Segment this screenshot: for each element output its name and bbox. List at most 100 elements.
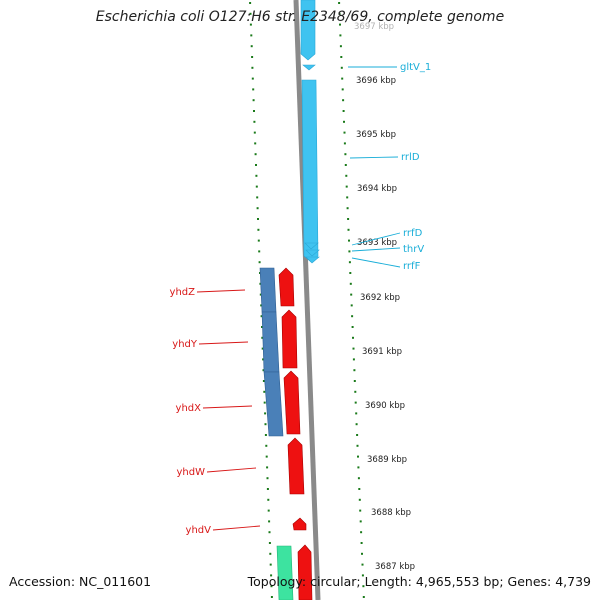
right-track-tick	[353, 369, 356, 372]
right-track-tick	[340, 66, 343, 69]
right-track-tick	[354, 390, 357, 393]
left-track-tick	[268, 531, 271, 534]
cds-features	[278, 267, 313, 600]
right-track-tick	[360, 542, 363, 544]
left-track-tick	[254, 153, 257, 156]
gene-label-yhdV: yhdV	[186, 525, 212, 536]
left-tick-track	[249, 2, 273, 598]
cds-feature-yhdV	[292, 517, 307, 531]
leader-line-yhdW	[206, 467, 257, 473]
right-track-tick	[355, 423, 358, 426]
operon-block-1	[259, 267, 277, 313]
right-track-tick	[339, 23, 341, 26]
left-track-tick	[261, 336, 264, 339]
right-track-tick	[352, 358, 355, 361]
scale-label: 3688 kbp	[371, 508, 411, 518]
right-track-tick	[351, 326, 354, 328]
left-track-tick	[258, 261, 261, 264]
rna-label-thrV: thrV	[403, 244, 424, 255]
left-track-tick	[260, 304, 263, 307]
left-track-tick	[255, 164, 257, 166]
gene-label-yhdZ: yhdZ	[170, 287, 196, 298]
left-track-tick	[270, 596, 273, 598]
left-track-tick	[263, 390, 266, 393]
genome-summary: Topology: circular; Length: 4,965,553 bp…	[247, 574, 591, 589]
leader-line-rrlD	[349, 156, 399, 159]
left-track-tick	[256, 207, 259, 210]
right-track-tick	[343, 131, 346, 134]
right-track-tick	[341, 77, 344, 80]
left-track-tick	[263, 401, 266, 404]
right-track-tick	[341, 88, 344, 91]
right-track-tick	[352, 336, 354, 339]
right-track-tick	[353, 380, 356, 382]
rna-label-rrfF: rrfF	[403, 261, 421, 272]
right-track-tick	[362, 585, 365, 588]
left-track-tick	[257, 218, 259, 220]
rna-feature-thrV	[305, 249, 320, 257]
scale-label: 3695 kbp	[356, 130, 396, 140]
gene-label-yhdX: yhdX	[176, 403, 202, 414]
operon-block-3	[263, 371, 284, 437]
left-track-tick	[257, 228, 260, 231]
right-track-tick	[346, 207, 349, 210]
rna-leader-lines	[348, 66, 401, 268]
gene-leader-lines	[196, 289, 261, 531]
left-track-tick	[266, 477, 269, 480]
cds-feature-bottom	[297, 544, 313, 600]
left-track-tick	[253, 110, 255, 112]
right-track-tick	[340, 56, 343, 58]
genome-backbone	[293, 0, 321, 600]
cds-feature-yhdZ	[278, 267, 295, 307]
right-track-tick	[361, 574, 364, 577]
left-track-tick	[256, 196, 259, 199]
right-track-tick	[350, 304, 353, 307]
genome-title: Escherichia coli O127:H6 str. E2348/69, …	[95, 9, 505, 25]
leader-line-thrV	[351, 247, 401, 252]
right-track-tick	[350, 293, 353, 296]
left-track-tick	[253, 131, 256, 134]
left-track-tick	[265, 444, 268, 447]
right-track-tick	[358, 488, 361, 490]
gene-label-yhdY: yhdY	[172, 339, 198, 350]
right-track-tick	[359, 509, 362, 512]
left-track-tick	[252, 99, 255, 102]
right-track-tick	[359, 520, 362, 523]
left-track-tick	[264, 412, 267, 415]
left-track-tick	[267, 509, 270, 512]
left-track-tick	[259, 293, 262, 296]
left-track-tick	[261, 347, 264, 350]
right-track-tick	[347, 228, 350, 231]
right-tick-track	[338, 2, 365, 598]
left-track-tick	[266, 488, 269, 490]
rna-labels: gltV_1 rrlD rrfD thrV rrfF	[400, 62, 431, 272]
right-track-tick	[357, 455, 359, 458]
scale-label: 3693 kbp	[357, 238, 397, 248]
right-track-tick	[356, 434, 359, 436]
right-track-tick	[348, 239, 350, 242]
rna-feature-rrfF	[305, 256, 320, 264]
leader-line-rrfD	[351, 232, 401, 246]
left-track-tick	[251, 77, 254, 80]
rna-feature-gltV	[300, 0, 316, 61]
rna-label-rrfD: rrfD	[403, 228, 423, 239]
right-track-tick	[342, 110, 345, 112]
right-track-tick	[338, 2, 341, 4]
right-track-tick	[349, 272, 352, 274]
left-track-tick	[262, 380, 265, 382]
scale-label: 3690 kbp	[365, 401, 405, 411]
left-track-tick	[253, 120, 256, 123]
right-track-tick	[339, 45, 342, 48]
scale-label: 3691 kbp	[362, 347, 402, 357]
right-track-tick	[345, 185, 348, 188]
right-track-tick	[349, 282, 352, 285]
right-track-tick	[342, 99, 345, 102]
left-track-tick	[251, 66, 254, 69]
accession-label: Accession: NC_011601	[9, 574, 152, 589]
scale-label: 3692 kbp	[360, 293, 400, 303]
right-track-tick	[343, 120, 345, 123]
right-track-tick	[357, 466, 360, 469]
left-track-tick	[264, 423, 267, 426]
right-track-tick	[354, 401, 357, 404]
